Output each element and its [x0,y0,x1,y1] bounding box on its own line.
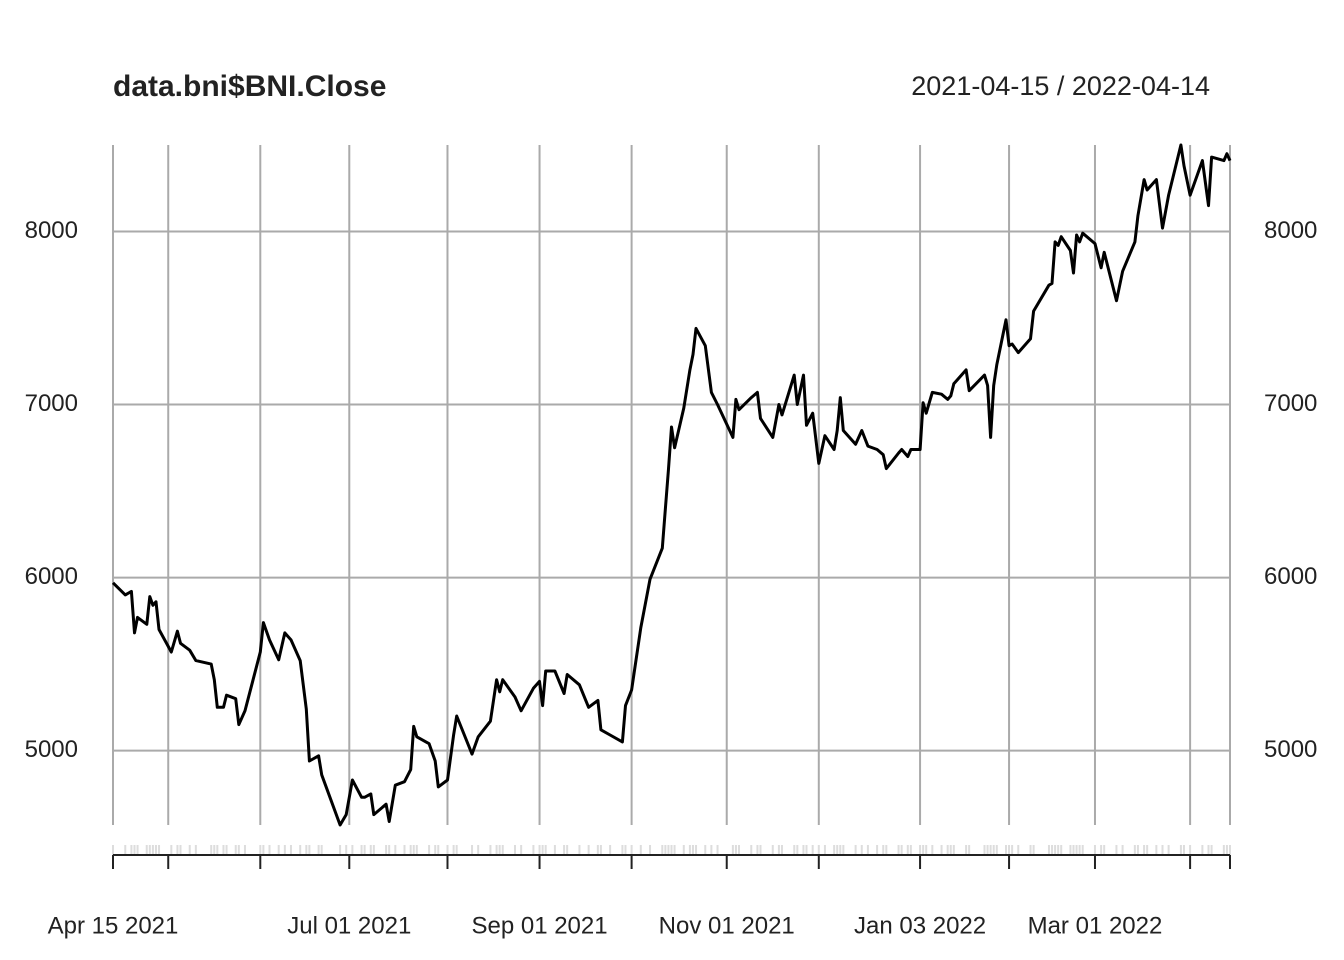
x-tick-label: Jan 03 2022 [854,912,986,939]
y-tick-label: 7000 [25,390,78,417]
y-tick-label-right: 5000 [1264,736,1317,763]
y-tick-label-right: 6000 [1264,563,1317,590]
chart-subtitle: 2021-04-15 / 2022-04-14 [911,71,1210,101]
y-tick-label-right: 8000 [1264,217,1317,244]
y-tick-label: 5000 [25,736,78,763]
x-tick-label: Nov 01 2021 [659,912,795,939]
y-tick-label-right: 7000 [1264,390,1317,417]
y-tick-label: 6000 [25,563,78,590]
price-line [111,143,1232,827]
x-tick-label: Mar 01 2022 [1028,912,1163,939]
x-tick-label: Sep 01 2021 [471,912,607,939]
x-tick-label: Jul 01 2021 [287,912,411,939]
x-tick-label: Apr 15 2021 [48,912,179,939]
y-tick-label: 8000 [25,217,78,244]
chart-title: data.bni$BNI.Close [113,70,386,103]
